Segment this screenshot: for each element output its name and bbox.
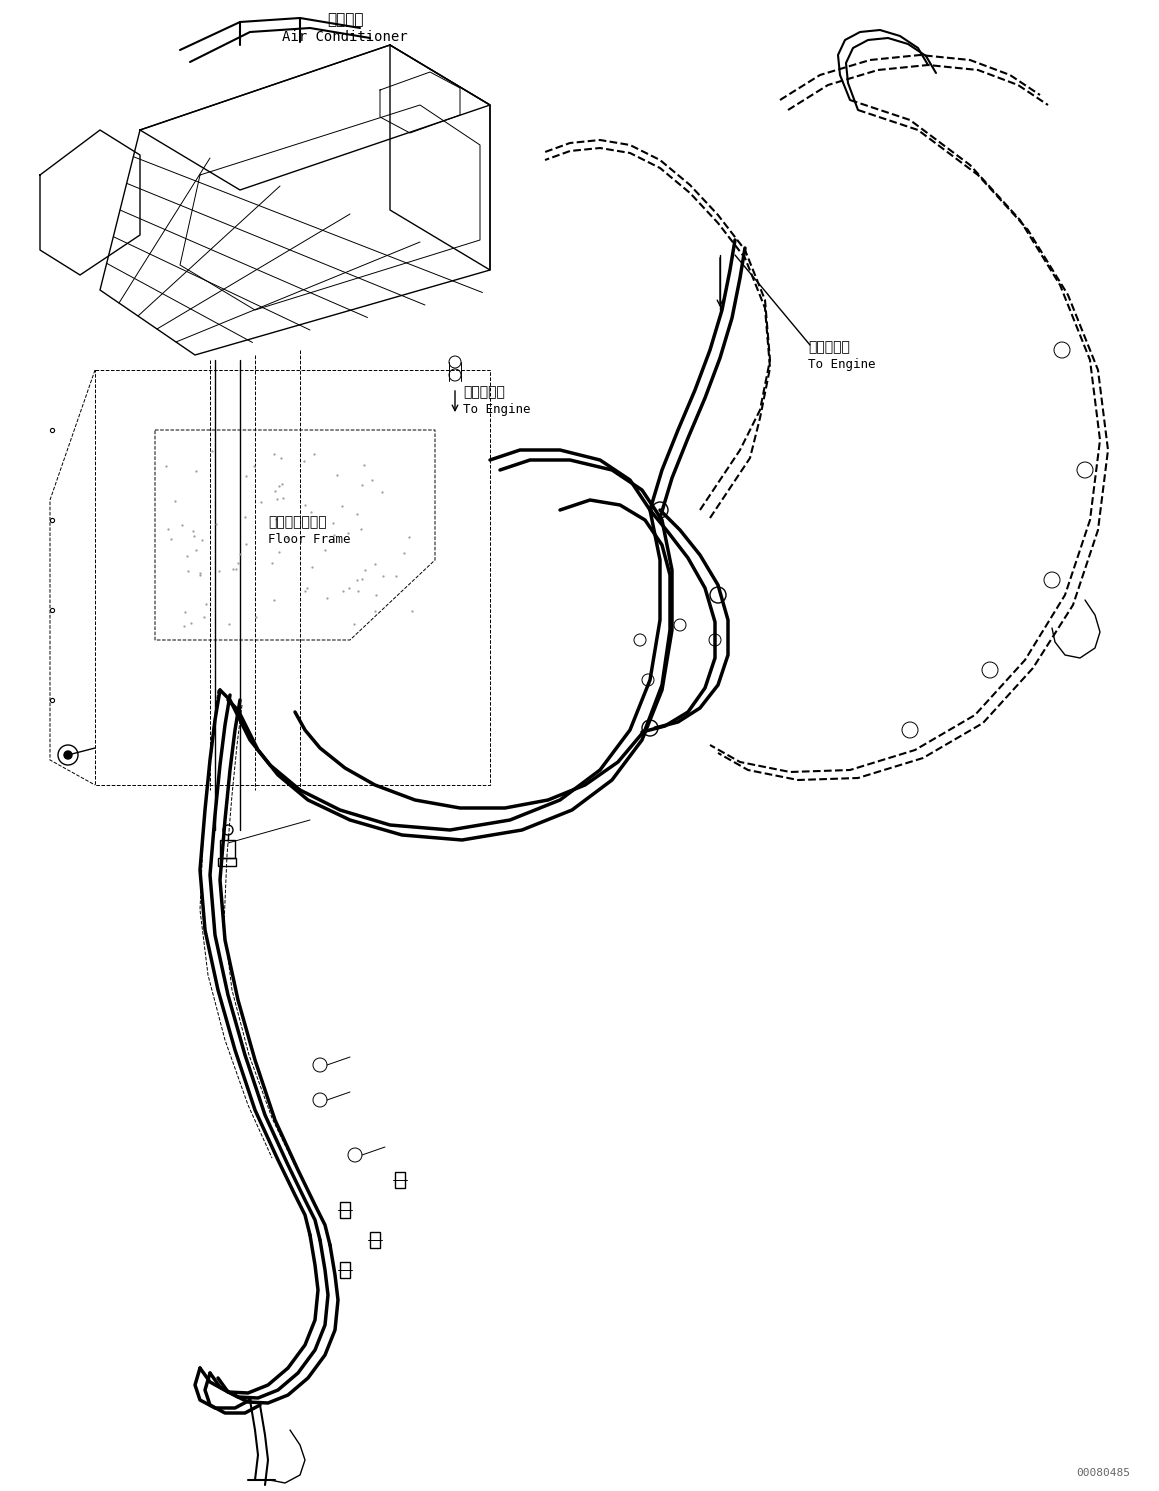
Bar (218, 857, 236, 866)
Text: フロアフレーム: フロアフレーム (268, 514, 327, 529)
Bar (340, 1202, 350, 1218)
Bar (370, 1232, 380, 1248)
Text: エンジンへ: エンジンへ (808, 340, 850, 353)
Text: Air Conditioner: Air Conditioner (282, 30, 408, 45)
Circle shape (64, 751, 72, 759)
Bar (395, 1172, 404, 1188)
Bar (340, 1261, 350, 1278)
Text: To Engine: To Engine (462, 403, 531, 416)
Text: Floor Frame: Floor Frame (268, 532, 350, 546)
Text: エンジンへ: エンジンへ (462, 385, 505, 400)
Text: To Engine: To Engine (808, 358, 875, 371)
Text: エアコン: エアコン (327, 12, 363, 27)
Text: 00080485: 00080485 (1076, 1469, 1130, 1478)
Bar (220, 839, 235, 857)
